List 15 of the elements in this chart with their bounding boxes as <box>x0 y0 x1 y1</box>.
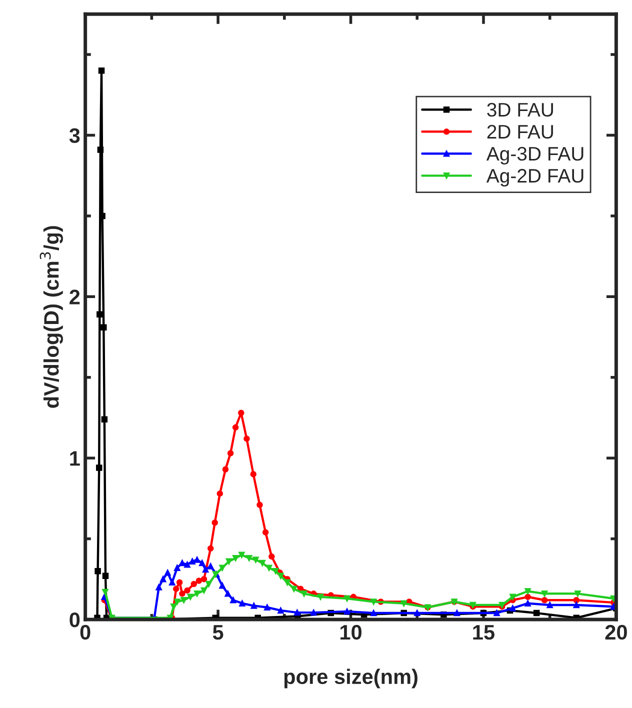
x-tick-label: 15 <box>473 625 494 640</box>
legend-label: Ag-2D FAU <box>486 168 584 187</box>
legend-label: 3D FAU <box>487 102 553 117</box>
y-tick-label: 0 <box>70 612 80 628</box>
x-tick-label: 5 <box>212 625 224 640</box>
x-tick-label: 10 <box>340 624 362 640</box>
y-tick-label: 1 <box>70 451 80 466</box>
x-tick-label: 0 <box>80 624 90 640</box>
y-tick-label: 2 <box>70 290 80 304</box>
legend-label: Ag-3D FAU <box>486 146 584 165</box>
x-tick-label: 20 <box>605 624 627 640</box>
x-axis-title: pore size(nm) <box>284 668 418 688</box>
legend-label: 2D FAU <box>487 124 553 139</box>
y-axis-title: dV/dlog(D) (cm$^{3}$/g) <box>40 226 63 408</box>
y-tick-label: 3 <box>69 128 80 144</box>
